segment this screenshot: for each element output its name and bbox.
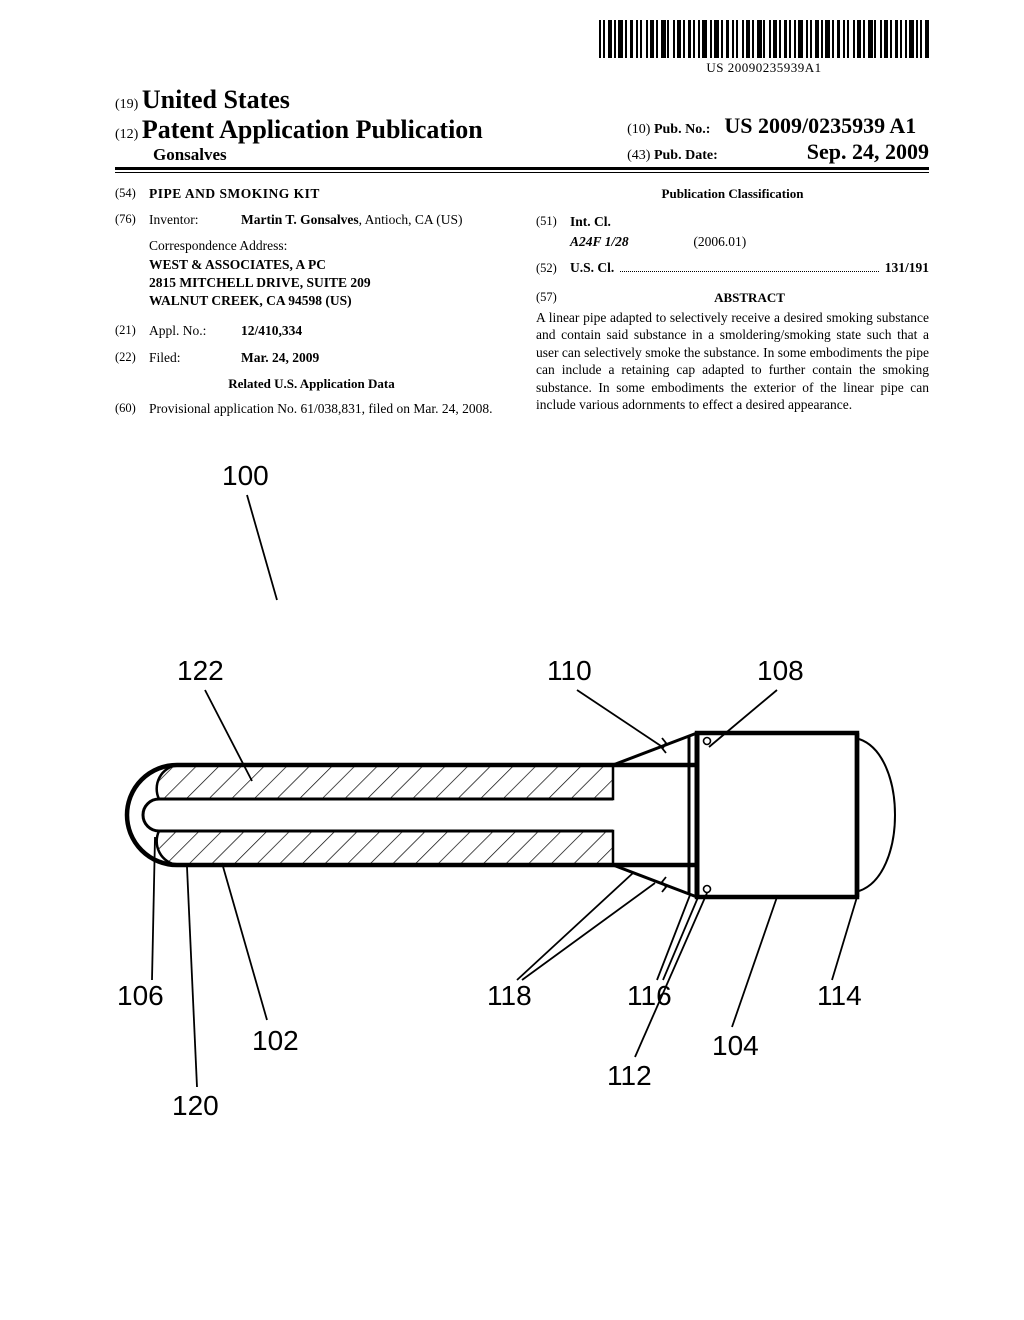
code-54: (54) xyxy=(115,185,149,203)
code-57: (57) xyxy=(536,289,570,307)
intcl-label: Int. Cl. xyxy=(570,213,611,231)
ref-116: 116 xyxy=(627,980,672,1011)
header-right: (10) Pub. No.: US 2009/0235939 A1 (43) P… xyxy=(627,113,929,165)
publication-number: US 2009/0235939 A1 xyxy=(724,113,916,138)
code-12: (12) xyxy=(115,127,138,142)
left-column: (54) PIPE AND SMOKING KIT (76) Inventor:… xyxy=(115,185,508,427)
code-22: (22) xyxy=(115,349,149,367)
barcode xyxy=(599,20,929,58)
intcl-class: A24F 1/28 xyxy=(570,233,690,251)
ref-102: 102 xyxy=(252,1025,299,1056)
ref-118: 118 xyxy=(487,980,532,1011)
leader-110 xyxy=(577,690,664,748)
correspondence-line2: 2815 MITCHELL DRIVE, SUITE 209 xyxy=(149,274,508,292)
ref-106: 106 xyxy=(117,980,164,1011)
publication-type: Patent Application Publication xyxy=(142,115,483,144)
related-data-header: Related U.S. Application Data xyxy=(115,375,508,393)
abstract-text: A linear pipe adapted to selectively rec… xyxy=(536,309,929,414)
correspondence-label: Correspondence Address: xyxy=(149,237,508,255)
wall-top-hatch xyxy=(157,765,613,799)
uscl-dots xyxy=(620,271,878,272)
ref-104: 104 xyxy=(712,1030,759,1061)
country: United States xyxy=(142,85,290,114)
code-43: (43) xyxy=(627,148,650,163)
intcl-date: (2006.01) xyxy=(693,234,746,249)
ref-108: 108 xyxy=(757,655,804,686)
code-21: (21) xyxy=(115,322,149,340)
header-rule xyxy=(115,172,929,173)
code-19: (19) xyxy=(115,97,138,112)
code-52: (52) xyxy=(536,260,570,277)
invention-title: PIPE AND SMOKING KIT xyxy=(149,185,320,203)
publication-date: Sep. 24, 2009 xyxy=(807,139,929,164)
barcode-block: US 20090235939A1 xyxy=(599,20,929,76)
correspondence-line3: WALNUT CREEK, CA 94598 (US) xyxy=(149,292,508,310)
inventor-name: Martin T. Gonsalves xyxy=(241,212,359,227)
ref-114: 114 xyxy=(817,980,862,1011)
bracket-114 xyxy=(859,739,895,891)
ref-120: 120 xyxy=(172,1090,219,1121)
ref-100: 100 xyxy=(222,460,269,491)
wall-bottom-hatch xyxy=(157,831,613,865)
ref-122: 122 xyxy=(177,655,224,686)
barcode-text: US 20090235939A1 xyxy=(599,60,929,76)
header-block: (19) United States (12) Patent Applicati… xyxy=(115,85,929,170)
pubno-label: Pub. No.: xyxy=(654,122,710,137)
ref-110: 110 xyxy=(547,655,592,686)
header-inventor-surname: Gonsalves xyxy=(153,145,483,165)
inventor-location: , Antioch, CA (US) xyxy=(359,212,463,227)
bibliographic-data: (54) PIPE AND SMOKING KIT (76) Inventor:… xyxy=(115,185,929,427)
inventor-label: Inventor: xyxy=(149,211,241,229)
ref-112: 112 xyxy=(607,1060,652,1091)
leader-114 xyxy=(832,897,857,980)
correspondence-address: Correspondence Address: WEST & ASSOCIATE… xyxy=(149,237,508,310)
correspondence-line1: WEST & ASSOCIATES, A PC xyxy=(149,256,508,274)
code-51: (51) xyxy=(536,213,570,231)
leader-118a xyxy=(517,873,633,980)
filed-label: Filed: xyxy=(149,349,241,367)
taper-top xyxy=(613,733,697,765)
provisional-text: Provisional application No. 61/038,831, … xyxy=(149,400,508,418)
leader-120 xyxy=(187,867,197,1087)
pubdate-label: Pub. Date: xyxy=(654,148,718,163)
leader-100 xyxy=(247,495,277,600)
filing-date: Mar. 24, 2009 xyxy=(241,349,508,367)
leader-118b xyxy=(522,883,655,980)
uscl-label: U.S. Cl. xyxy=(570,259,614,277)
code-10: (10) xyxy=(627,122,650,137)
publication-classification-header: Publication Classification xyxy=(536,185,929,203)
code-76: (76) xyxy=(115,211,149,229)
uscl-value: 131/191 xyxy=(885,259,929,277)
leader-116b xyxy=(663,895,699,980)
applno-label: Appl. No.: xyxy=(149,322,241,340)
figure-svg: 100 122 110 xyxy=(77,455,947,1275)
code-60: (60) xyxy=(115,400,149,418)
leader-104 xyxy=(732,897,777,1027)
abstract-header: ABSTRACT xyxy=(570,289,929,307)
leader-102 xyxy=(222,863,267,1020)
application-number: 12/410,334 xyxy=(241,322,508,340)
leader-112 xyxy=(635,893,707,1057)
pipe-outline xyxy=(127,733,857,897)
header-left: (19) United States (12) Patent Applicati… xyxy=(115,85,483,165)
patent-figure: 100 122 110 xyxy=(0,455,1024,1255)
right-column: Publication Classification (51) Int. Cl.… xyxy=(536,185,929,427)
